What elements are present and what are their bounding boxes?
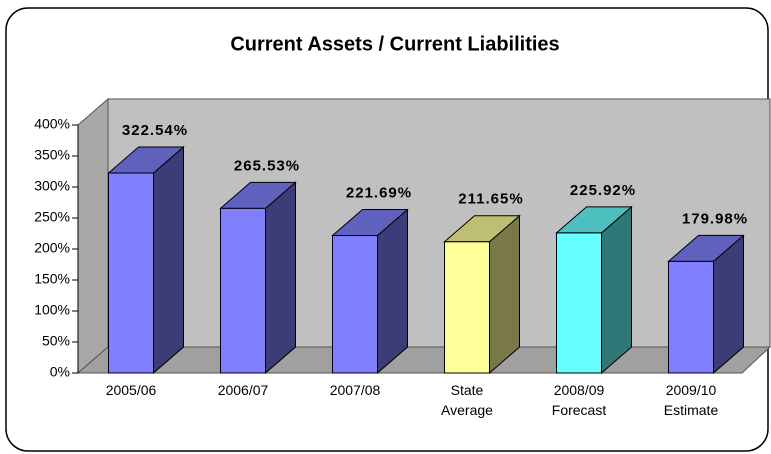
value-label: 265.53% bbox=[234, 157, 300, 174]
bar-side bbox=[601, 205, 632, 375]
value-label: 221.69% bbox=[346, 185, 412, 202]
y-tick-label: 100% bbox=[34, 302, 70, 318]
x-tick-label-box: 2009/10 Estimate bbox=[663, 382, 719, 418]
y-tick-label: 200% bbox=[34, 240, 70, 256]
value-label: 211.65% bbox=[458, 191, 523, 208]
x-tick-label: 2005/06 bbox=[105, 382, 157, 398]
bar-side bbox=[153, 145, 184, 375]
x-tick-label: 2006/07 bbox=[217, 382, 269, 398]
floor bbox=[76, 346, 771, 374]
x-tick-label-box: 2007/08 bbox=[329, 382, 381, 398]
y-tick-label: 300% bbox=[34, 178, 70, 194]
y-tick-label: 350% bbox=[34, 147, 70, 163]
bar-front bbox=[556, 232, 602, 374]
y-tick-label: 150% bbox=[34, 271, 70, 287]
x-tick-label-box: 2006/07 bbox=[217, 382, 269, 398]
value-label: 225.92% bbox=[570, 182, 636, 199]
bar-side bbox=[377, 208, 408, 375]
chart-title: Current Assets / Current Liabilities bbox=[230, 33, 559, 55]
bar bbox=[667, 234, 745, 375]
bar-front bbox=[668, 260, 714, 374]
y-tick-label: 400% bbox=[34, 116, 70, 132]
back-wall bbox=[107, 98, 771, 348]
y-tick-label: 50% bbox=[42, 333, 70, 349]
left-wall bbox=[77, 97, 109, 375]
x-tick-label: 2007/08 bbox=[329, 382, 381, 398]
x-tick-label-box: 2005/06 bbox=[105, 382, 157, 398]
bar bbox=[107, 145, 185, 375]
value-label: 179.98% bbox=[682, 210, 748, 227]
value-label: 322.54% bbox=[122, 122, 188, 139]
x-tick-label: State Average bbox=[441, 382, 493, 418]
x-tick-label-box: 2008/09 Forecast bbox=[551, 382, 607, 418]
bar-front bbox=[444, 241, 490, 374]
x-tick-label: 2008/09 Forecast bbox=[551, 382, 607, 418]
bar-front bbox=[108, 172, 154, 374]
bar bbox=[443, 214, 521, 375]
bar bbox=[331, 208, 409, 375]
bar bbox=[219, 181, 297, 375]
bar bbox=[555, 205, 633, 375]
x-tick-label-box: State Average bbox=[441, 382, 493, 418]
bar-side bbox=[489, 214, 520, 375]
y-tick-label: 0% bbox=[50, 364, 70, 380]
bar-front bbox=[332, 235, 378, 374]
x-tick-label: 2009/10 Estimate bbox=[663, 382, 719, 418]
bar-front bbox=[220, 207, 266, 374]
y-tick-label: 250% bbox=[34, 209, 70, 225]
bar-side bbox=[265, 181, 296, 375]
